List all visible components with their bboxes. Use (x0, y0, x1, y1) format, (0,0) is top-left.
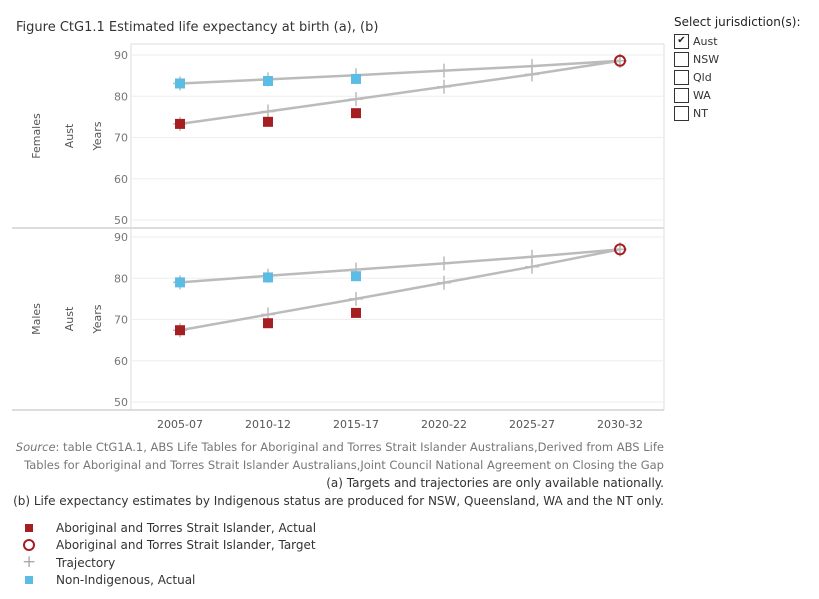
selector-title: Select jurisdiction(s): (674, 15, 801, 29)
row-label-jurisdiction: Aust (63, 306, 76, 331)
y-tick-label: 80 (114, 272, 128, 285)
trajectory-point (349, 291, 363, 306)
trajectory-point (525, 67, 539, 82)
x-tick-label: 2030-32 (597, 418, 643, 431)
row-label-jurisdiction: Aust (63, 123, 76, 148)
indigenous-actual-point (175, 325, 185, 336)
non-indigenous-trajectory-line (179, 59, 621, 85)
red-square-icon (22, 521, 38, 535)
indigenous-actual-point (175, 118, 185, 129)
y-tick-label: 60 (114, 355, 128, 368)
y-tick-label: 60 (114, 173, 128, 186)
y-axis-title: Years (91, 121, 104, 151)
y-tick-label: 70 (114, 314, 128, 327)
jurisdiction-option-aust[interactable]: Aust (674, 32, 814, 50)
checkbox[interactable] (674, 33, 689, 49)
indigenous-trajectory-line (179, 248, 621, 332)
jurisdiction-option-wa[interactable]: WA (674, 86, 814, 104)
non-indigenous-trajectory-line (179, 248, 621, 284)
legend-label: Non-Indigenous, Actual (56, 573, 196, 588)
non-indigenous-actual-point (351, 73, 361, 84)
jurisdiction-option-nt[interactable]: NT (674, 104, 814, 122)
y-tick-label: 80 (114, 90, 128, 103)
chart-notes: Source: table CtG1A.1, ABS Life Tables f… (13, 438, 664, 510)
option-label: NSW (693, 52, 720, 66)
row-label-sex: Males (30, 303, 43, 335)
row-label-sex: Females (30, 113, 43, 159)
option-label: Aust (693, 34, 718, 48)
indigenous-actual-point (351, 307, 361, 318)
source-note: Source: table CtG1A.1, ABS Life Tables f… (13, 438, 664, 456)
indigenous-target-point (614, 243, 626, 256)
option-label: WA (693, 88, 711, 102)
y-tick-label: 90 (114, 49, 128, 62)
indigenous-target-point (614, 54, 626, 67)
x-tick-label: 2025-27 (509, 418, 555, 431)
blue-square-icon (22, 573, 38, 587)
trajectory-point (437, 79, 451, 94)
indigenous-actual-point (263, 318, 273, 329)
option-label: Qld (693, 70, 712, 84)
y-tick-label: 90 (114, 231, 128, 244)
trajectory-point (261, 104, 275, 119)
legend-label: Aboriginal and Torres Strait Islander, T… (56, 538, 316, 553)
x-tick-label: 2015-17 (333, 418, 379, 431)
indigenous-actual-point (351, 108, 361, 119)
legend-item-trajectory[interactable]: + Trajectory (22, 551, 316, 572)
legend-item-non-indigenous-actual[interactable]: Non-Indigenous, Actual (22, 572, 316, 590)
non-indigenous-actual-point (175, 78, 185, 89)
plus-icon: + (22, 551, 37, 572)
chart-title: Figure CtG1.1 Estimated life expectancy … (16, 20, 379, 35)
indigenous-trajectory-line (179, 59, 621, 126)
y-tick-label: 50 (114, 214, 128, 227)
checkbox[interactable] (674, 51, 689, 67)
red-ring-icon (22, 538, 38, 552)
y-axis-title: Years (91, 304, 104, 334)
x-tick-label: 2010-12 (245, 418, 291, 431)
chart-legend: Aboriginal and Torres Strait Islander, A… (22, 519, 316, 589)
legend-item-indigenous-actual[interactable]: Aboriginal and Torres Strait Islander, A… (22, 519, 316, 537)
checkbox[interactable] (674, 105, 689, 121)
option-label: NT (693, 106, 708, 120)
legend-item-indigenous-target[interactable]: Aboriginal and Torres Strait Islander, T… (22, 537, 316, 555)
jurisdiction-selector: Select jurisdiction(s): Aust NSW Qld WA NT (674, 15, 814, 122)
non-indigenous-actual-point (263, 272, 273, 283)
jurisdiction-option-nsw[interactable]: NSW (674, 50, 814, 68)
non-indigenous-actual-point (263, 75, 273, 86)
source-label: Source (15, 440, 56, 454)
y-tick-label: 50 (114, 396, 128, 409)
checkbox[interactable] (674, 87, 689, 103)
legend-label: Trajectory (56, 555, 116, 570)
checkbox[interactable] (674, 69, 689, 85)
source-text: : table CtG1A.1, ABS Life Tables for Abo… (55, 440, 664, 454)
non-indigenous-actual-point (351, 271, 361, 282)
note-a: (a) Targets and trajectories are only av… (326, 476, 664, 490)
non-indigenous-actual-point (175, 277, 185, 288)
trajectory-point (437, 63, 451, 78)
note-b: (b) Life expectancy estimates by Indigen… (13, 494, 664, 508)
x-tick-label: 2020-22 (421, 418, 467, 431)
indigenous-actual-point (263, 116, 273, 127)
jurisdiction-option-qld[interactable]: Qld (674, 68, 814, 86)
source-note-cont: Tables for Aboriginal and Torres Strait … (24, 458, 664, 472)
trajectory-point (349, 92, 363, 107)
trajectory-point (437, 275, 451, 290)
trajectory-point (437, 256, 451, 271)
x-tick-label: 2005-07 (157, 418, 203, 431)
trajectory-point (525, 259, 539, 274)
legend-label: Aboriginal and Torres Strait Islander, A… (56, 520, 317, 535)
y-tick-label: 70 (114, 132, 128, 145)
